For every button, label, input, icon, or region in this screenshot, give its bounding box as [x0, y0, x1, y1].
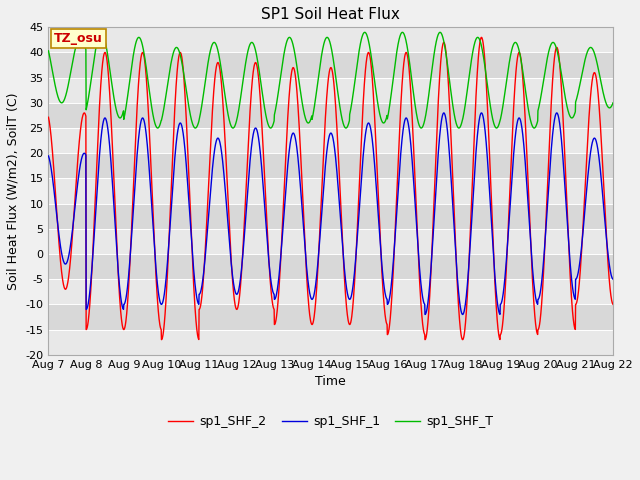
Bar — [49, 204, 613, 229]
sp1_SHF_T — [575, 84, 583, 90]
sp1_SHF_T — [560, 84, 568, 90]
sp1_SHF_T — [191, 125, 199, 131]
Bar — [49, 254, 613, 279]
sp1_SHF_T — [495, 120, 503, 126]
sp1_SHF_2 — [609, 301, 617, 307]
sp1_SHF_2 — [560, 126, 568, 132]
Y-axis label: Soil Heat Flux (W/m2), SoilT (C): Soil Heat Flux (W/m2), SoilT (C) — [7, 92, 20, 290]
Title: SP1 Soil Heat Flux: SP1 Soil Heat Flux — [261, 7, 400, 22]
Line: sp1_SHF_T: sp1_SHF_T — [49, 32, 613, 128]
X-axis label: Time: Time — [316, 375, 346, 388]
sp1_SHF_1 — [495, 310, 503, 316]
Line: sp1_SHF_1: sp1_SHF_1 — [49, 113, 613, 314]
Bar — [49, 179, 613, 204]
sp1_SHF_T — [203, 71, 211, 76]
sp1_SHF_1 — [202, 246, 210, 252]
sp1_SHF_T — [360, 30, 367, 36]
Bar — [49, 229, 613, 254]
sp1_SHF_T — [609, 100, 617, 106]
Bar — [49, 279, 613, 304]
Bar — [49, 330, 613, 355]
Text: TZ_osu: TZ_osu — [54, 32, 103, 45]
Bar — [49, 27, 613, 52]
sp1_SHF_2 — [202, 230, 210, 236]
sp1_SHF_1 — [560, 164, 568, 169]
sp1_SHF_2 — [477, 35, 485, 40]
sp1_SHF_1 — [45, 153, 52, 159]
sp1_SHF_1 — [421, 312, 429, 317]
Bar — [49, 103, 613, 128]
Bar — [49, 304, 613, 330]
Bar — [49, 153, 613, 179]
sp1_SHF_1 — [609, 276, 617, 282]
Line: sp1_SHF_2: sp1_SHF_2 — [49, 37, 613, 340]
sp1_SHF_2 — [45, 114, 52, 120]
sp1_SHF_1 — [440, 110, 447, 116]
Bar — [49, 78, 613, 103]
Bar — [49, 52, 613, 78]
sp1_SHF_T — [348, 102, 355, 108]
Legend: sp1_SHF_2, sp1_SHF_1, sp1_SHF_T: sp1_SHF_2, sp1_SHF_1, sp1_SHF_T — [163, 410, 499, 433]
sp1_SHF_2 — [495, 335, 503, 340]
sp1_SHF_T — [97, 29, 105, 35]
sp1_SHF_2 — [157, 337, 165, 343]
sp1_SHF_T — [45, 48, 52, 54]
sp1_SHF_2 — [348, 317, 355, 323]
Bar — [49, 128, 613, 153]
sp1_SHF_2 — [360, 94, 367, 99]
sp1_SHF_1 — [360, 152, 367, 157]
sp1_SHF_2 — [575, 280, 583, 286]
sp1_SHF_1 — [347, 294, 355, 300]
sp1_SHF_1 — [575, 264, 583, 269]
